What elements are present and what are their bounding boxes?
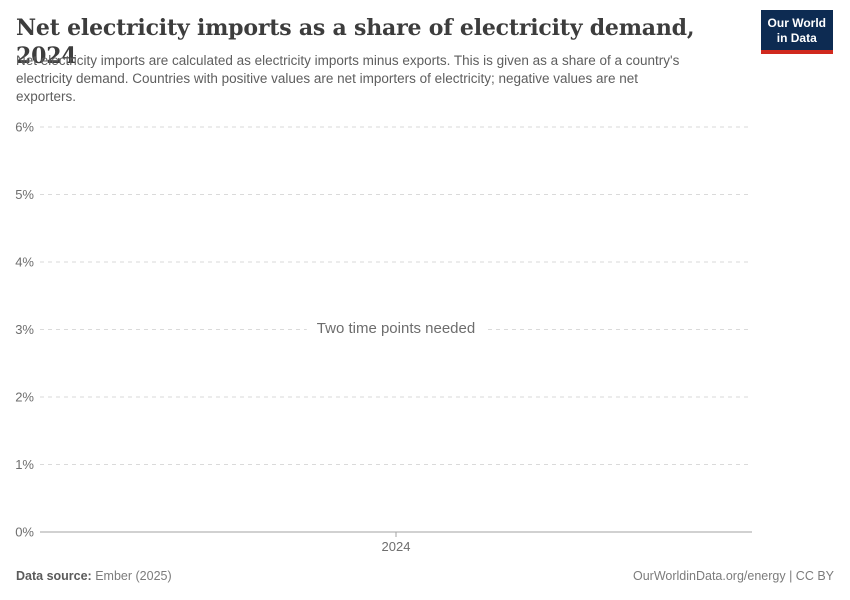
page-title: Net electricity imports as a share of el… — [16, 15, 695, 69]
y-tick-label: 0% — [15, 525, 34, 540]
owid-logo-line1: Our World — [767, 16, 826, 30]
chart-subtitle-line: exporters. — [16, 89, 77, 104]
y-tick-label: 3% — [15, 322, 34, 337]
y-tick-label: 5% — [15, 187, 34, 202]
chart-subtitle: Net electricity imports are calculated a… — [16, 52, 761, 106]
chart-subtitle-line: Net electricity imports are calculated a… — [16, 53, 680, 68]
data-source-label: Data source: — [16, 569, 92, 583]
credit-line: OurWorldinData.org/energy | CC BY — [632, 569, 834, 583]
owid-logo: Our World in Data — [760, 10, 833, 54]
y-tick-label: 1% — [15, 457, 34, 472]
data-source-line: Data source: Ember (2025) — [16, 569, 172, 583]
y-tick-label: 4% — [15, 255, 34, 270]
x-tick-label: 2024 — [382, 539, 411, 554]
owid-logo-line2: in Data — [776, 30, 817, 45]
y-tick-label: 2% — [15, 390, 34, 405]
y-tick-label: 6% — [15, 120, 34, 135]
data-source-value: Ember (2025) — [95, 569, 172, 583]
no-data-message: Two time points needed — [306, 318, 486, 339]
chart-subtitle-line: electricity demand. Countries with posit… — [16, 71, 639, 86]
